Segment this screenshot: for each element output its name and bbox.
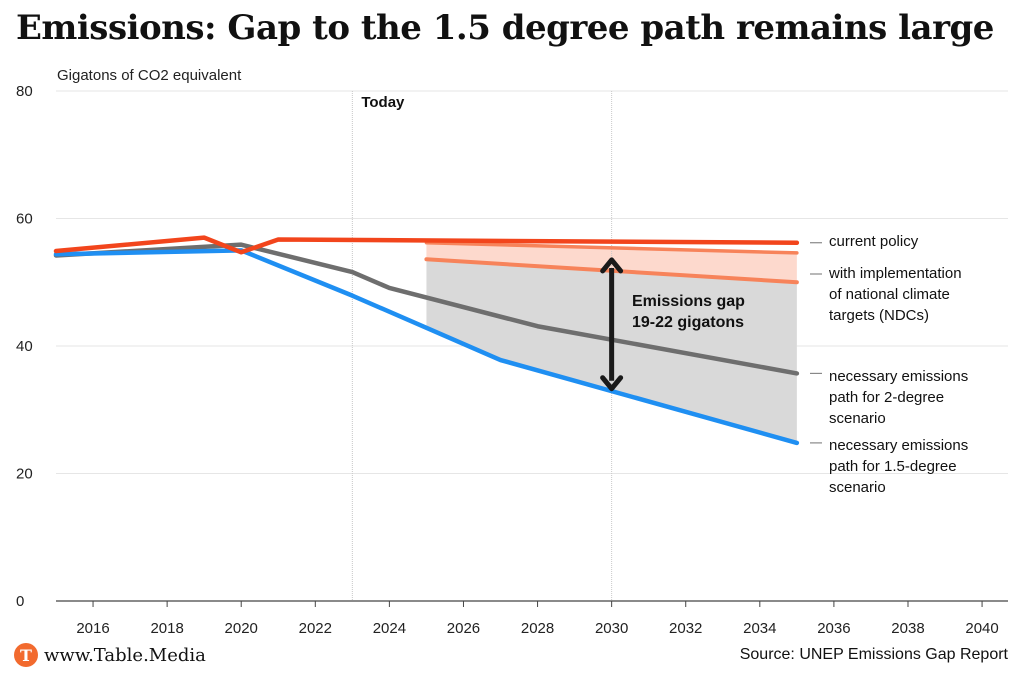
one-five-degree-line xyxy=(53,248,800,446)
y-tick-label: 60 xyxy=(16,211,33,228)
x-tick-label: 2030 xyxy=(595,620,628,637)
today-label: Today xyxy=(361,94,405,111)
x-tick-label: 2024 xyxy=(373,620,406,637)
series-label-one-five-degree: necessary emissions xyxy=(829,437,968,454)
x-tick-label: 2018 xyxy=(150,620,183,637)
series-label-one-five-degree: scenario xyxy=(829,479,886,496)
x-tick-label: 2026 xyxy=(447,620,480,637)
y-tick-label: 20 xyxy=(16,466,33,483)
annotations: Emissions gap 19-22 gigatons current polic… xyxy=(600,233,968,496)
series-label-current-policy: current policy xyxy=(829,233,919,250)
x-tick-label: 2022 xyxy=(299,620,332,637)
x-tick-label: 2036 xyxy=(817,620,850,637)
y-axis-label: Gigatons of CO2 equivalent xyxy=(57,67,242,84)
x-tick-label: 2032 xyxy=(669,620,702,637)
series-label-two-degree: path for 2-degree xyxy=(829,389,944,406)
x-tick-label: 2034 xyxy=(743,620,776,637)
series-label-two-degree: necessary emissions xyxy=(829,368,968,385)
gap-arrow-head-top xyxy=(600,257,624,274)
gap-label: 19-22 gigatons xyxy=(632,314,744,331)
footer-brand: T www.Table.Media xyxy=(14,643,206,667)
x-tick-label: 2038 xyxy=(891,620,924,637)
x-tick-label: 2020 xyxy=(225,620,258,637)
ndc-upper-line xyxy=(424,240,799,255)
series-label-ndc: targets (NDCs) xyxy=(829,307,929,324)
chart-title: Emissions: Gap to the 1.5 degree path re… xyxy=(16,8,994,48)
series-label-one-five-degree: path for 1.5-degree xyxy=(829,458,957,475)
two-degree-line xyxy=(53,242,800,376)
x-tick-label: 2040 xyxy=(965,620,998,637)
x-tick-label: 2016 xyxy=(76,620,109,637)
site-link[interactable]: www.Table.Media xyxy=(44,644,206,666)
table-media-logo-icon: T xyxy=(14,643,38,667)
gap-label: Emissions gap xyxy=(632,293,745,310)
series-label-ndc: of national climate xyxy=(829,286,950,303)
x-tick-label: 2028 xyxy=(521,620,554,637)
source-note: Source: UNEP Emissions Gap Report xyxy=(739,646,1008,663)
current-policy-line xyxy=(53,235,800,255)
series-label-ndc: with implementation xyxy=(828,265,962,282)
y-tick-label: 80 xyxy=(16,83,33,100)
y-tick-label: 40 xyxy=(16,338,33,355)
gap-arrow-head-bottom xyxy=(600,375,624,392)
series-label-two-degree: scenario xyxy=(829,410,886,427)
y-tick-label: 0 xyxy=(16,593,24,610)
